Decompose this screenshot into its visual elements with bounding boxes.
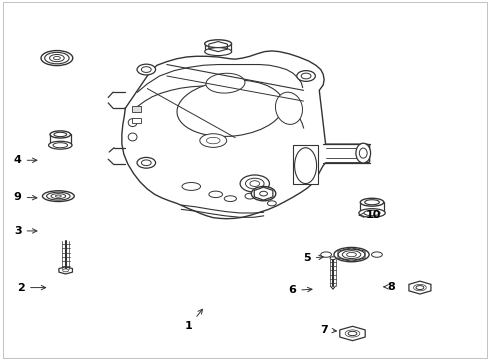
Ellipse shape: [360, 198, 384, 206]
Ellipse shape: [49, 141, 72, 149]
Text: 8: 8: [384, 282, 395, 292]
Text: 1: 1: [185, 309, 202, 331]
Ellipse shape: [137, 157, 156, 168]
Ellipse shape: [294, 148, 317, 184]
Ellipse shape: [371, 252, 382, 257]
Ellipse shape: [348, 331, 357, 336]
Ellipse shape: [142, 67, 151, 72]
Ellipse shape: [63, 269, 69, 272]
Ellipse shape: [346, 252, 356, 257]
Ellipse shape: [297, 71, 316, 81]
Ellipse shape: [206, 73, 245, 93]
Ellipse shape: [416, 285, 424, 289]
Ellipse shape: [53, 143, 68, 148]
Ellipse shape: [51, 194, 66, 199]
Ellipse shape: [45, 52, 69, 64]
Text: 2: 2: [17, 283, 46, 293]
Text: 4: 4: [14, 155, 37, 165]
Text: 7: 7: [320, 325, 337, 335]
Ellipse shape: [54, 132, 67, 136]
Ellipse shape: [209, 191, 222, 198]
Ellipse shape: [128, 133, 137, 141]
Ellipse shape: [205, 40, 232, 48]
Ellipse shape: [55, 195, 61, 197]
Ellipse shape: [268, 201, 276, 206]
Ellipse shape: [47, 192, 70, 200]
Ellipse shape: [177, 80, 284, 136]
Ellipse shape: [414, 284, 426, 291]
Text: 10: 10: [359, 210, 381, 220]
Text: 5: 5: [303, 253, 323, 263]
Ellipse shape: [301, 73, 311, 79]
Ellipse shape: [182, 183, 200, 190]
Text: 9: 9: [14, 192, 37, 202]
Text: 3: 3: [14, 226, 37, 236]
Ellipse shape: [356, 143, 370, 163]
Ellipse shape: [251, 186, 276, 201]
Polygon shape: [293, 145, 318, 184]
Text: 6: 6: [289, 285, 312, 296]
Ellipse shape: [338, 249, 365, 260]
Ellipse shape: [224, 196, 237, 202]
Ellipse shape: [334, 247, 369, 262]
Ellipse shape: [321, 252, 331, 257]
Ellipse shape: [365, 200, 379, 205]
Ellipse shape: [137, 64, 156, 75]
Ellipse shape: [342, 251, 361, 258]
Bar: [132, 118, 142, 123]
Ellipse shape: [330, 257, 336, 260]
Ellipse shape: [345, 330, 360, 337]
Ellipse shape: [359, 209, 385, 217]
Ellipse shape: [142, 160, 151, 166]
Ellipse shape: [205, 48, 232, 55]
Ellipse shape: [364, 210, 380, 216]
Ellipse shape: [50, 131, 71, 138]
Ellipse shape: [260, 191, 268, 196]
Ellipse shape: [240, 175, 270, 192]
Ellipse shape: [275, 92, 302, 124]
Ellipse shape: [206, 137, 220, 144]
Ellipse shape: [49, 54, 64, 62]
Ellipse shape: [43, 191, 74, 202]
Ellipse shape: [245, 193, 255, 199]
Bar: [132, 107, 142, 112]
Ellipse shape: [41, 50, 73, 66]
Ellipse shape: [245, 178, 264, 189]
Ellipse shape: [250, 181, 260, 186]
Ellipse shape: [53, 57, 60, 60]
Ellipse shape: [359, 148, 367, 158]
Ellipse shape: [200, 134, 227, 147]
Ellipse shape: [128, 119, 137, 127]
